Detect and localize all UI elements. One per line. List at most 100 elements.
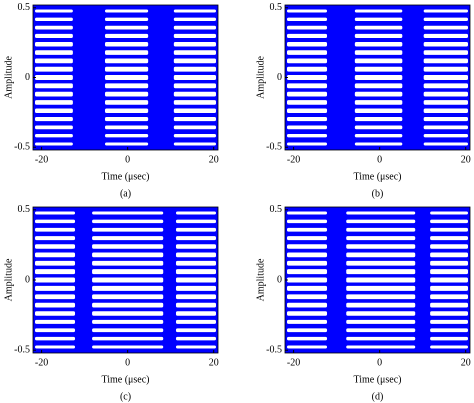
eye-opening (173, 75, 216, 80)
eye-opening (173, 133, 216, 138)
x-axis-label: Time (μsec) (353, 171, 401, 182)
eye-opening (92, 252, 164, 258)
eye-opening (287, 236, 328, 241)
eye-opening (287, 260, 328, 266)
eye-opening (346, 285, 416, 291)
eye-opening (35, 328, 76, 333)
eye-opening (423, 83, 468, 89)
eye-opening (173, 25, 216, 30)
eye-opening (287, 58, 328, 64)
eye-panel: -20 0 20 -0.5 0 0.5 Time (μsec) Amplitude (d) (255, 204, 470, 402)
eye-opening (35, 211, 76, 215)
y-axis-label: Amplitude (3, 56, 14, 99)
y-tick-label: -0.5 (14, 142, 30, 153)
eye-opening (287, 294, 328, 300)
eye-opening (287, 269, 328, 275)
eye-opening (287, 285, 328, 291)
y-axis-label: Amplitude (3, 258, 14, 301)
y-tick-label: -0.5 (14, 344, 30, 355)
eye-opening (35, 252, 76, 258)
eye-opening (354, 9, 403, 13)
eye-opening (35, 345, 76, 349)
eye-opening (35, 75, 73, 80)
eye-opening (35, 50, 73, 55)
eye-opening (287, 100, 328, 105)
eye-opening (173, 58, 216, 64)
eye-opening (175, 302, 216, 308)
eye-opening (35, 336, 76, 341)
eye-opening (35, 277, 76, 283)
y-tick-label: -0.5 (266, 344, 282, 355)
eye-panel: -20 0 20 -0.5 0 0.5 Time (μsec) Amplitude (c) (3, 204, 218, 402)
eye-opening (423, 9, 468, 13)
eye-opening (92, 294, 164, 300)
eye-opening (346, 219, 416, 224)
eye-opening (35, 91, 73, 97)
eye-opening (92, 328, 164, 333)
eye-opening (287, 75, 328, 80)
x-tick-label: 0 (377, 357, 382, 368)
x-tick-label: -20 (35, 357, 48, 368)
eye-opening (287, 227, 328, 232)
eye-opening (346, 236, 416, 241)
eye-opening (287, 9, 328, 13)
x-tick-label: 20 (209, 357, 219, 368)
eye-opening (287, 302, 328, 308)
eye-opening (423, 33, 468, 38)
eye-opening (430, 227, 468, 232)
x-axis-label: Time (μsec) (101, 171, 149, 182)
eye-opening (354, 33, 403, 38)
eye-opening (35, 42, 73, 47)
eye-opening (423, 50, 468, 55)
eye-opening (287, 252, 328, 258)
eye-opening (173, 66, 216, 72)
eye-opening (423, 100, 468, 105)
eye-opening (173, 125, 216, 130)
eye-opening (173, 33, 216, 38)
eye-opening (35, 117, 73, 122)
eye-opening (35, 33, 73, 38)
eye-opening (104, 66, 149, 72)
eye-opening (173, 83, 216, 89)
eye-opening (346, 311, 416, 316)
eye-opening (175, 260, 216, 266)
eye-opening (92, 219, 164, 224)
eye-opening (430, 311, 468, 316)
eye-opening (354, 66, 403, 72)
y-tick-label: 0 (277, 274, 282, 285)
caption: (c) (120, 391, 131, 402)
eye-opening (287, 25, 328, 30)
eye-opening (346, 260, 416, 266)
eye-opening (92, 211, 164, 215)
eye-opening (104, 33, 149, 38)
eye-opening (423, 133, 468, 138)
eye-opening (354, 142, 403, 146)
eye-opening (287, 50, 328, 55)
eye-panel: -20 0 20 -0.5 0 0.5 Time (μsec) Amplitude (a) (3, 2, 218, 199)
caption: (d) (372, 391, 384, 402)
eye-opening (173, 17, 216, 22)
eye-opening (287, 91, 328, 97)
eye-opening (35, 294, 76, 300)
eye-opening (173, 42, 216, 47)
eye-opening (287, 108, 328, 113)
eye-opening (346, 294, 416, 300)
y-tick-label: 0 (25, 274, 30, 285)
eye-opening (92, 285, 164, 291)
eye-opening (287, 277, 328, 283)
eye-opening (35, 25, 73, 30)
eye-opening (346, 277, 416, 283)
eye-opening (430, 319, 468, 324)
eye-opening (423, 91, 468, 97)
eye-opening (173, 100, 216, 105)
eye-opening (35, 319, 76, 324)
eye-opening (423, 142, 468, 146)
eye-opening (287, 244, 328, 249)
eye-opening (346, 227, 416, 232)
eye-opening (175, 252, 216, 258)
eye-opening (104, 42, 149, 47)
eye-opening (346, 211, 416, 215)
eye-opening (173, 50, 216, 55)
eye-opening (104, 75, 149, 80)
